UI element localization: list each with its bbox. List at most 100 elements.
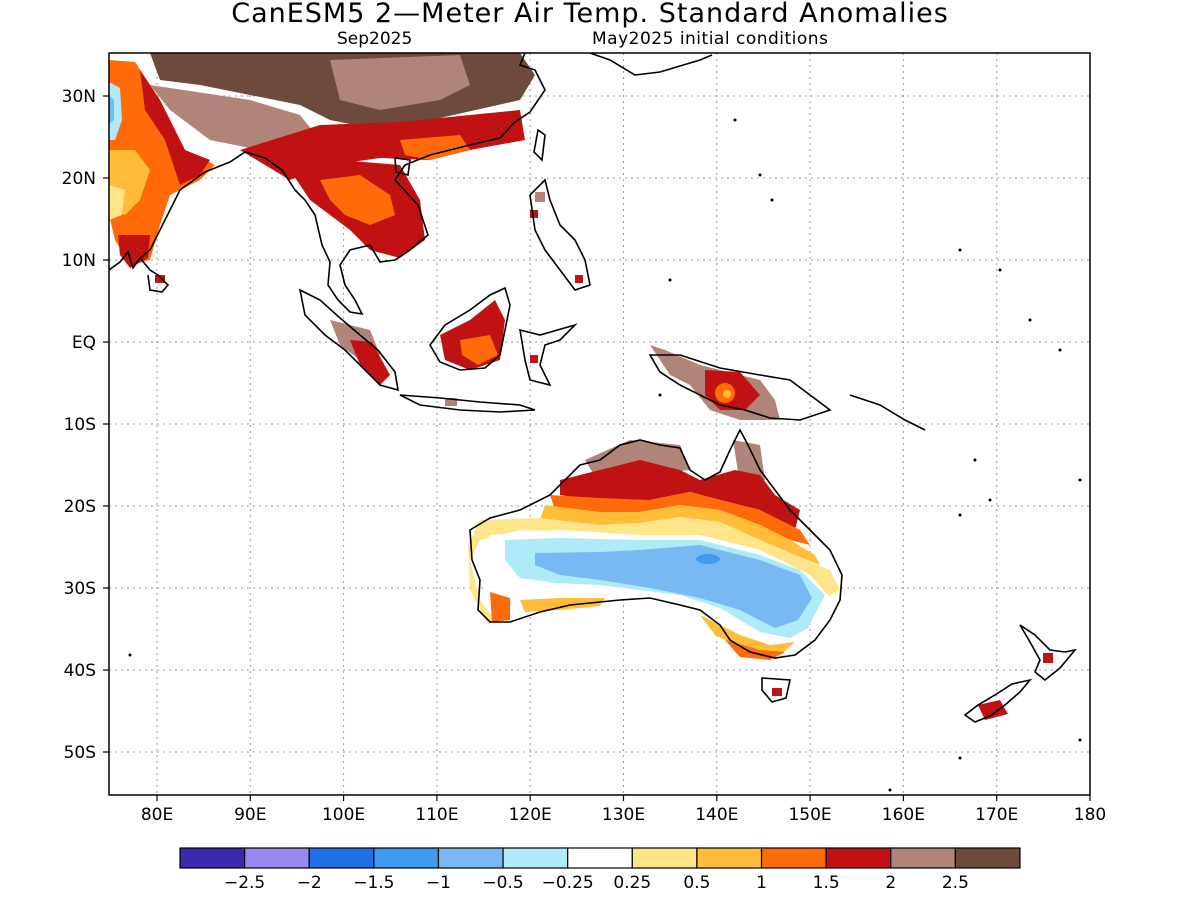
india-cool-spot [109,82,122,140]
colorbar-label: −2.5 [224,873,265,893]
island-dot [1078,478,1082,482]
island-dot [733,118,737,122]
island-dot [958,248,962,252]
tibet-tan-band [150,85,320,150]
colorbar-label: 2.5 [942,873,969,893]
island-dot [1058,348,1062,352]
lat-label: 30N [62,87,96,107]
australia-north-red [560,460,800,530]
longitude-labels: 80E 90E 100E 110E 120E 130E 140E 150E 160E 170E 18… [141,795,1106,825]
australia-south-yellow [700,615,795,655]
lon-label: 140E [695,805,738,825]
island-dots [128,118,1082,792]
map-title: CanESM5 2—Meter Air Temp. Standard Anoma… [231,0,949,29]
india-cool-core [109,95,114,124]
latitude-labels: 30N 20N 10N EQ 10S 20S 30S 40S 50S [62,87,109,763]
lat-label: 20S [64,497,96,517]
colorbar-swatch [825,847,892,869]
lat-label: EQ [72,333,96,353]
graticule [109,53,1090,795]
coast-sumatra [298,288,399,392]
australia-yellow-band [540,505,820,565]
philippines-tan [535,192,545,202]
island-dot [658,393,662,397]
lon-label: 160E [882,805,925,825]
lat-label: 50S [64,743,96,763]
colorbar-swatch [437,847,504,869]
island-dot [668,278,672,282]
island-dot [998,268,1002,272]
coast-hainan [394,157,411,176]
colorbar-swatch [244,847,310,869]
colorbar-swatch [954,847,1021,869]
tasmania-red [772,688,782,696]
colorbar-label: 1 [756,873,767,893]
island-dot [1078,738,1082,742]
colorbar-swatch [373,847,440,869]
coast-philippines [529,178,591,291]
borneo-orange [460,335,498,365]
south-china-orange [400,135,470,160]
australia-deep-blue-spot [696,554,720,564]
colorbar: −2.5 −2 −1.5 −1 −0.5 −0.25 0.25 0.5 1 1.5 2 2.5 [179,847,1021,893]
lat-label: 30S [64,579,96,599]
forecast-month: Sep2025 [337,29,413,49]
sri-lanka-red [155,275,165,283]
lon-label: 130E [602,805,645,825]
island-dot [988,498,992,502]
colorbar-label: −0.25 [542,873,594,893]
colorbar-swatch [502,847,569,869]
coast-new-guinea [648,354,832,421]
sumatra-red [350,340,390,385]
coast-nz-south [963,678,1033,723]
lon-label: 170E [975,805,1018,825]
island-dot [958,756,962,760]
india-light-yellow [109,185,125,220]
australia-blue-core [535,545,812,628]
island-dot [770,198,774,202]
australia-orange-band [550,492,810,545]
lon-label: 150E [788,805,831,825]
colorbar-label: 0.25 [613,873,651,893]
coast-australia [469,428,843,659]
new-guinea-yellow [723,390,731,398]
map-background [109,53,1090,795]
india-red-strip [140,70,210,185]
lon-label: 80E [141,805,173,825]
island-dot [1028,318,1032,322]
sw-australia-orange [490,592,510,622]
coast-japan [589,53,713,76]
coast-solomons [849,394,926,431]
lon-label: 180 [1074,805,1106,825]
island-dot [973,458,977,462]
colorbar-swatch [308,847,375,869]
lon-label: 90E [234,805,266,825]
indochina-orange [320,175,395,225]
coast-java [399,394,536,413]
colorbar-label: 1.5 [813,873,840,893]
coast-nz-north [1019,624,1078,682]
lat-label: 10S [64,415,96,435]
australia-south-orange [725,640,785,660]
initial-conditions: May2025 initial conditions [592,29,829,49]
colorbar-label: 0.5 [683,873,710,893]
lat-label: 10N [62,251,96,271]
lon-label: 110E [415,805,458,825]
colorbar-swatch [631,847,698,869]
nz-north-red [1043,653,1053,663]
colorbar-swatch [179,847,246,869]
colorbar-swatch [760,847,827,869]
asia-tan-region [330,55,470,110]
coastlines [109,53,1078,723]
coast-sulawesi [519,323,578,387]
coast-borneo [429,286,511,371]
java-tan [445,398,457,406]
colorbar-label: −2 [297,873,322,893]
sw-australia-yellow [520,598,605,612]
anomaly-fields [109,53,1053,720]
sulawesi-red [530,355,538,363]
colorbar-swatch [890,847,956,869]
lon-label: 100E [322,805,365,825]
colorbar-label: 2 [885,873,896,893]
